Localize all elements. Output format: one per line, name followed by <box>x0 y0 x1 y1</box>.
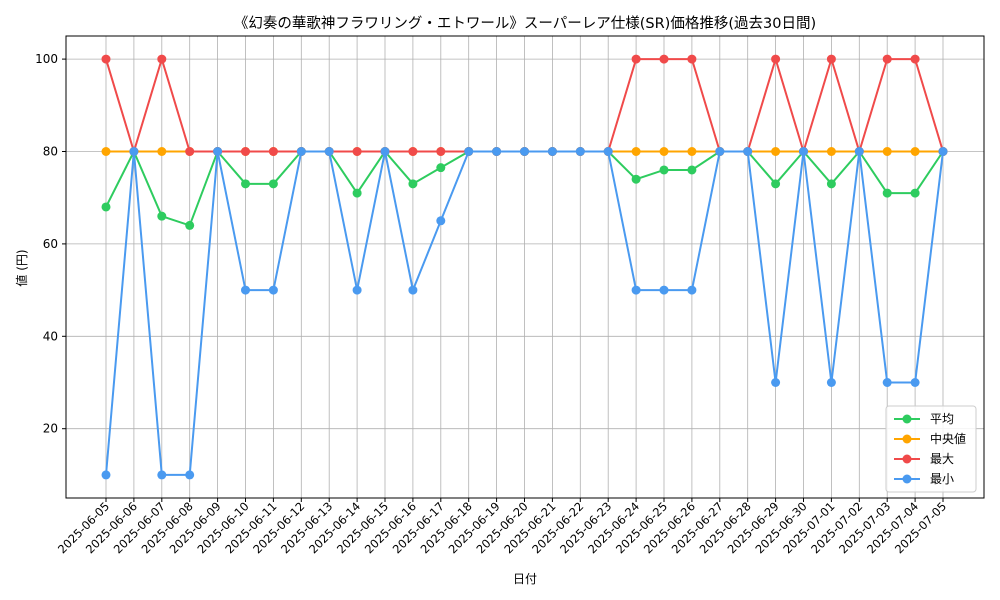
data-point <box>185 470 195 480</box>
legend-label: 平均 <box>930 412 954 426</box>
data-point <box>910 378 920 387</box>
data-point <box>380 147 390 156</box>
data-point <box>157 470 167 480</box>
data-point <box>101 470 111 480</box>
data-point <box>687 165 697 175</box>
y-tick-label: 60 <box>43 237 58 251</box>
data-point <box>408 147 418 156</box>
data-point <box>547 147 557 156</box>
data-point <box>268 179 278 189</box>
y-tick-label: 80 <box>43 145 58 159</box>
chart-title: 《幻奏の華歌神フラワリング・エトワール》スーパーレア仕様(SR)価格推移(過去3… <box>234 15 816 32</box>
data-point <box>268 147 278 156</box>
data-point <box>352 188 362 198</box>
data-point <box>826 179 836 189</box>
data-point <box>659 285 669 295</box>
data-point <box>743 147 753 156</box>
data-point <box>492 147 502 156</box>
data-point <box>659 54 669 64</box>
data-point <box>241 179 250 189</box>
data-point <box>520 147 529 156</box>
data-point <box>296 147 306 156</box>
data-point <box>910 147 920 156</box>
data-point <box>715 147 725 156</box>
series-lines <box>101 54 948 480</box>
data-point <box>241 147 250 156</box>
data-point <box>938 147 948 156</box>
data-point <box>771 179 781 189</box>
x-axis: 2025-06-052025-06-062025-06-072025-06-08… <box>55 498 949 556</box>
legend-box <box>885 405 977 493</box>
data-point <box>771 378 781 387</box>
y-tick-label: 40 <box>43 329 58 343</box>
data-point <box>436 147 446 156</box>
data-point <box>436 216 446 226</box>
data-point <box>854 147 864 156</box>
legend-marker <box>902 454 912 464</box>
data-point <box>826 54 836 64</box>
data-point <box>352 285 362 295</box>
data-point <box>771 54 781 64</box>
data-point <box>631 174 641 184</box>
data-point <box>826 147 836 156</box>
data-point <box>464 147 474 156</box>
data-point <box>436 163 446 173</box>
legend-label: 最大 <box>930 452 954 466</box>
legend-marker <box>902 434 912 444</box>
data-point <box>157 211 167 221</box>
data-point <box>324 147 334 156</box>
data-point <box>157 54 167 64</box>
data-point <box>882 378 892 387</box>
x-axis-label: 日付 <box>513 572 537 586</box>
data-point <box>101 147 111 156</box>
data-point <box>241 285 250 295</box>
legend-marker <box>902 414 912 424</box>
data-point <box>687 285 697 295</box>
legend-marker <box>902 474 912 484</box>
data-point <box>659 165 669 175</box>
data-point <box>101 202 111 212</box>
y-tick-label: 20 <box>43 422 58 436</box>
data-point <box>213 147 223 156</box>
data-point <box>185 147 195 156</box>
data-point <box>882 54 892 64</box>
data-point <box>157 147 167 156</box>
data-point <box>129 147 139 156</box>
data-point <box>352 147 362 156</box>
y-tick-label: 100 <box>35 52 58 66</box>
data-point <box>631 54 641 64</box>
data-point <box>101 54 111 64</box>
data-point <box>771 147 781 156</box>
data-point <box>268 285 278 295</box>
data-point <box>185 220 195 230</box>
data-point <box>408 285 418 295</box>
y-axis: 20 40 60 80 100 <box>35 52 66 436</box>
legend-label: 最小 <box>930 472 954 486</box>
data-point <box>631 285 641 295</box>
data-point <box>408 179 418 189</box>
data-point <box>687 54 697 64</box>
data-point <box>687 147 697 156</box>
data-point <box>882 188 892 198</box>
data-point <box>826 378 836 387</box>
data-point <box>910 188 920 198</box>
data-point <box>799 147 808 156</box>
data-point <box>575 147 585 156</box>
data-point <box>659 147 669 156</box>
data-point <box>631 147 641 156</box>
legend-label: 中央値 <box>930 431 966 446</box>
data-point <box>910 54 920 64</box>
data-point <box>603 147 613 156</box>
data-point <box>882 147 892 156</box>
y-axis-label: 値 (円) <box>14 249 29 286</box>
